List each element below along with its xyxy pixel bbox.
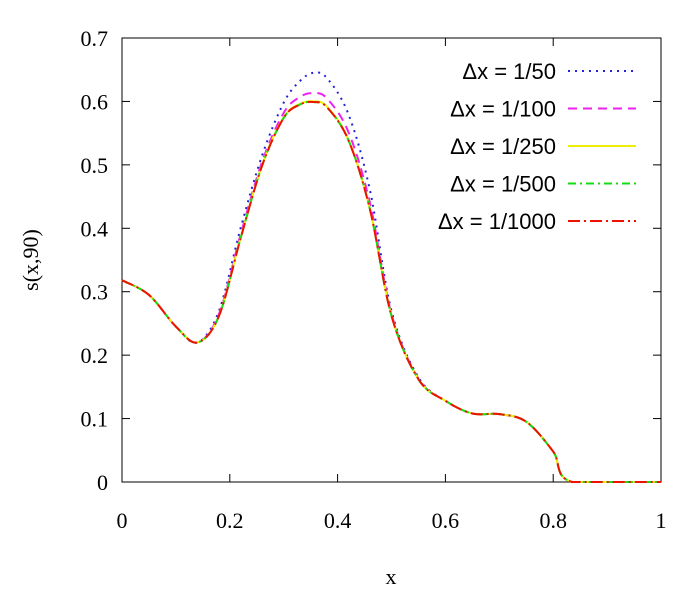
y-tick-label: 0.3 xyxy=(81,280,109,305)
legend-label: Δx = 1/500 xyxy=(450,172,556,197)
legend-label: Δx = 1/50 xyxy=(462,59,556,84)
legend-label: Δx = 1/250 xyxy=(450,134,556,159)
x-tick-label: 1 xyxy=(656,508,667,533)
series-line-3 xyxy=(121,100,661,484)
series-line-5 xyxy=(121,100,661,484)
legend-label: Δx = 1/100 xyxy=(450,97,556,122)
legend: Δx = 1/50 Δx = 1/100 Δx = 1/250 Δx = 1/500 Δ… xyxy=(438,59,636,234)
plot-frame xyxy=(121,37,662,483)
axis-ticks: 0 0.2 0.4 0.6 0.8 1 0 0.1 0.2 0.3 0.4 0.5 0.6 0.7 xyxy=(81,26,667,533)
y-tick-label: 0 xyxy=(97,470,108,495)
series-line-2 xyxy=(121,92,661,484)
y-tick-label: 0.5 xyxy=(81,153,109,178)
y-tick-label: 0.6 xyxy=(81,89,109,114)
y-tick-label: 0.1 xyxy=(81,407,109,432)
x-tick-label: 0.2 xyxy=(216,508,244,533)
x-axis-label: x xyxy=(386,564,397,589)
y-tick-label: 0.4 xyxy=(81,216,109,241)
legend-label: Δx = 1/1000 xyxy=(438,209,556,234)
series-line-1 xyxy=(121,71,661,484)
x-tick-label: 0.6 xyxy=(432,508,460,533)
y-tick-label: 0.2 xyxy=(81,343,109,368)
series-line-4 xyxy=(121,100,661,484)
series-layer xyxy=(121,71,661,484)
x-tick-label: 0.8 xyxy=(539,508,567,533)
x-tick-label: 0 xyxy=(117,508,128,533)
y-axis-label: s(x,90) xyxy=(18,229,43,291)
y-tick-label: 0.7 xyxy=(81,26,109,51)
x-tick-label: 0.4 xyxy=(324,508,352,533)
